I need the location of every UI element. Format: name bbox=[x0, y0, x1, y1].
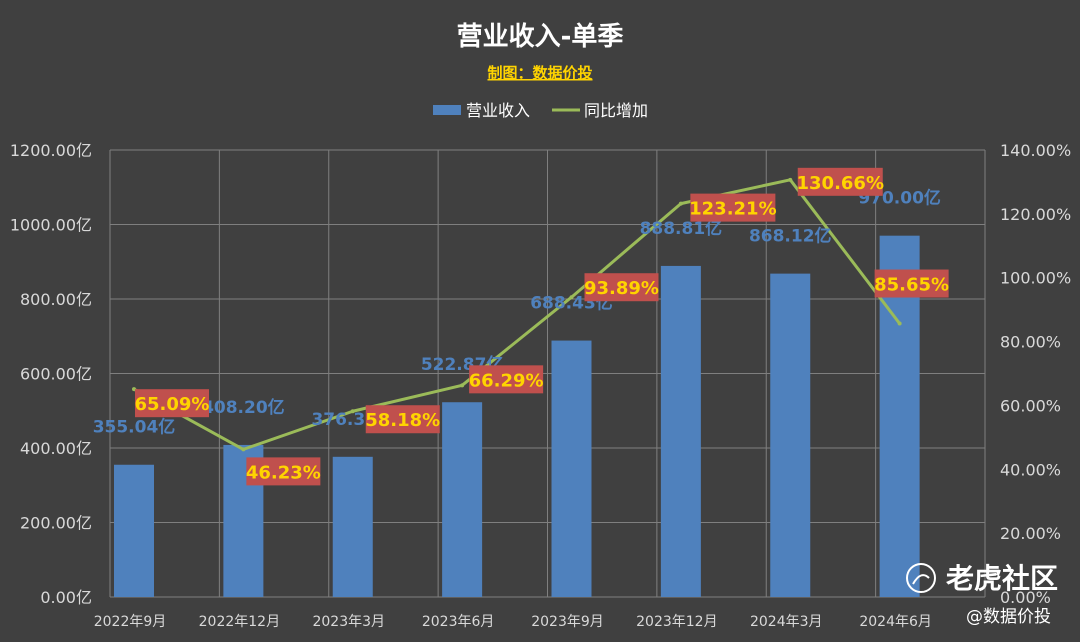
y-right-tick-label: 120.00% bbox=[1000, 205, 1071, 224]
y-left-tick-label: 400.00亿 bbox=[20, 439, 92, 458]
bar-value-label: 355.04亿 bbox=[93, 417, 176, 438]
line-series bbox=[132, 177, 902, 452]
chart-subtitle: 制图：数据价投 bbox=[487, 64, 592, 82]
right-y-axis: 0.00% 20.00% 40.00% 60.00% 80.00% 100.00% 120.… bbox=[1000, 141, 1071, 607]
y-left-tick-label: 600.00亿 bbox=[20, 365, 92, 384]
x-tick-label: 2023年12月 bbox=[636, 614, 717, 630]
bar bbox=[770, 273, 811, 597]
line-point bbox=[241, 447, 246, 452]
bar-value-label: 408.20亿 bbox=[202, 397, 285, 418]
y-right-tick-label: 20.00% bbox=[1000, 524, 1061, 543]
watermark-main: 老虎社区 bbox=[946, 562, 1058, 595]
pct-label-box bbox=[135, 389, 209, 418]
tiger-logo-icon bbox=[906, 563, 936, 593]
pct-value-label: 93.89% bbox=[584, 278, 659, 299]
bar bbox=[114, 464, 154, 597]
legend-bar-swatch bbox=[433, 105, 461, 115]
x-tick-label: 2024年3月 bbox=[750, 614, 823, 630]
pct-value-label: 130.66% bbox=[797, 173, 885, 194]
y-right-tick-label: 60.00% bbox=[1000, 396, 1061, 415]
pct-label-box bbox=[246, 457, 321, 486]
x-tick-label: 2023年6月 bbox=[422, 614, 495, 630]
x-tick-label: 2023年3月 bbox=[312, 614, 385, 630]
bar-data-labels: 355.04亿408.20亿376.37亿522.87亿688.43亿888.8… bbox=[93, 188, 941, 438]
bar bbox=[332, 456, 373, 597]
line-point bbox=[897, 321, 902, 326]
left-y-axis: 0.00亿 200.00亿 400.00亿 600.00亿 800.00亿 1000.00… bbox=[10, 141, 92, 607]
tiger-logo-stroke-icon bbox=[912, 574, 930, 585]
bar bbox=[660, 265, 701, 597]
legend-yoy-label: 同比增加 bbox=[584, 101, 648, 120]
bar-value-label: 888.81亿 bbox=[640, 218, 723, 239]
legend-revenue-label: 营业收入 bbox=[466, 101, 530, 120]
pct-label-box bbox=[584, 273, 659, 302]
y-right-tick-label: 0.00% bbox=[1000, 588, 1051, 607]
pct-label-box bbox=[797, 167, 883, 196]
x-tick-label: 2022年12月 bbox=[199, 614, 280, 630]
line-point bbox=[350, 409, 355, 414]
bar bbox=[442, 402, 483, 597]
x-axis: 2022年9月 2022年12月 2023年3月 2023年6月 2023年9月 2023… bbox=[94, 614, 932, 630]
pct-label-box bbox=[469, 365, 544, 394]
y-right-tick-label: 40.00% bbox=[1000, 460, 1061, 479]
bar-value-label: 868.12亿 bbox=[749, 226, 832, 247]
y-left-tick-label: 800.00亿 bbox=[20, 290, 92, 309]
line-point bbox=[569, 295, 574, 300]
line-data-labels: 65.09% 46.23% 58.18% 66.29% 93.89% 123.21% 130… bbox=[135, 167, 949, 486]
x-tick-label: 2023年9月 bbox=[531, 614, 604, 630]
pct-value-label: 46.23% bbox=[246, 462, 321, 483]
y-right-tick-label: 100.00% bbox=[1000, 269, 1071, 288]
pct-value-label: 58.18% bbox=[365, 410, 440, 431]
watermark-sub: @数据价投 bbox=[966, 607, 1051, 627]
line-point bbox=[788, 177, 793, 182]
x-tick-label: 2022年9月 bbox=[94, 614, 167, 630]
yoy-line bbox=[133, 178, 901, 451]
pct-label-box bbox=[874, 269, 949, 298]
bar-series bbox=[114, 235, 920, 598]
pct-value-label: 85.65% bbox=[874, 275, 949, 296]
y-left-tick-label: 200.00亿 bbox=[20, 514, 92, 533]
legend: 营业收入 同比增加 bbox=[433, 101, 648, 120]
line-point bbox=[460, 383, 465, 388]
y-left-tick-label: 0.00亿 bbox=[40, 588, 92, 607]
pct-value-label: 123.21% bbox=[689, 199, 777, 220]
y-left-tick-label: 1200.00亿 bbox=[10, 141, 92, 160]
chart-title: 营业收入-单季 bbox=[457, 22, 624, 52]
x-tick-label: 2024年6月 bbox=[859, 614, 932, 630]
y-left-tick-label: 1000.00亿 bbox=[10, 216, 92, 235]
pct-value-label: 65.09% bbox=[135, 394, 210, 415]
y-right-tick-label: 80.00% bbox=[1000, 333, 1061, 352]
watermark: 老虎社区 @数据价投 bbox=[906, 562, 1058, 627]
pct-label-box bbox=[690, 193, 776, 222]
line-point bbox=[678, 201, 683, 206]
bar bbox=[551, 340, 592, 597]
y-right-tick-label: 140.00% bbox=[1000, 141, 1071, 160]
pct-label-box bbox=[365, 405, 440, 434]
pct-value-label: 66.29% bbox=[469, 370, 544, 391]
